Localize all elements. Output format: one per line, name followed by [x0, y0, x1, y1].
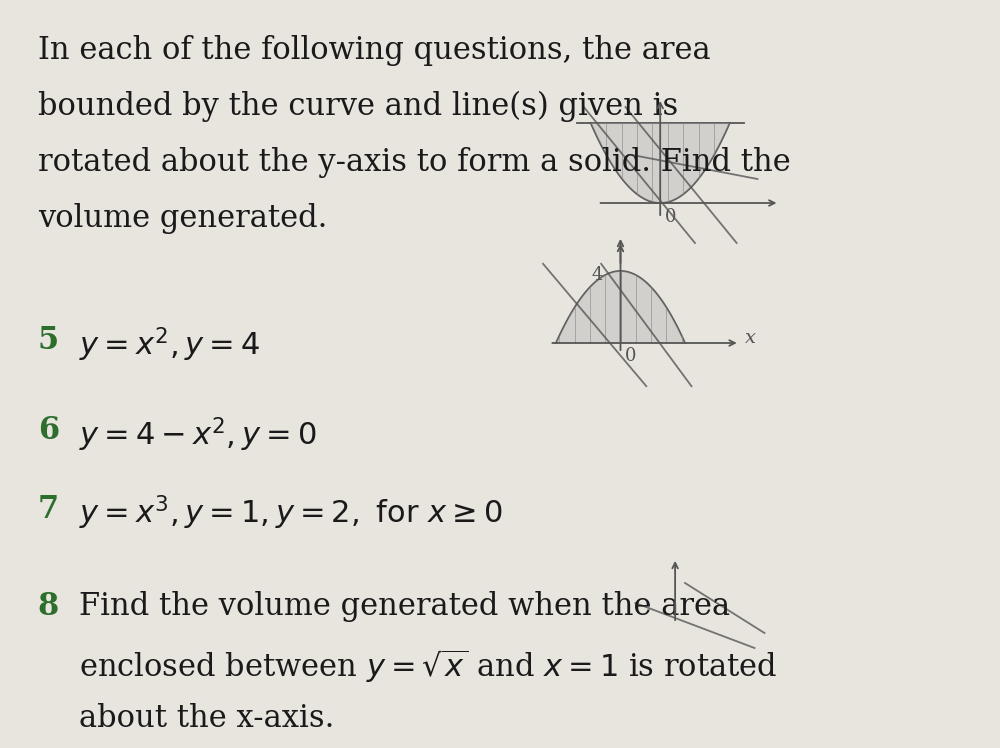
Text: rotated about the y-axis to form a solid. Find the: rotated about the y-axis to form a solid…	[38, 147, 790, 178]
Text: volume generated.: volume generated.	[38, 203, 327, 234]
Text: enclosed between $y = \sqrt{x}$ and $x = 1$ is rotated: enclosed between $y = \sqrt{x}$ and $x =…	[79, 647, 778, 684]
Text: 0: 0	[624, 347, 636, 365]
Text: bounded by the curve and line(s) given is: bounded by the curve and line(s) given i…	[38, 91, 678, 122]
Text: 5: 5	[38, 325, 59, 356]
Text: 8: 8	[38, 591, 59, 622]
Text: 4: 4	[591, 266, 603, 284]
Text: In each of the following questions, the area: In each of the following questions, the …	[38, 35, 710, 66]
Text: x: x	[745, 329, 756, 347]
Text: Find the volume generated when the area: Find the volume generated when the area	[79, 591, 731, 622]
Polygon shape	[556, 271, 685, 343]
Text: $y = 4 - x^2, y = 0$: $y = 4 - x^2, y = 0$	[79, 415, 317, 453]
Text: 7: 7	[38, 494, 59, 524]
Text: 0: 0	[665, 208, 677, 226]
Text: $y = x^2, y = 4$: $y = x^2, y = 4$	[79, 325, 260, 364]
Text: $y = x^3, y = 1, y = 2,\ \mathrm{for}\ x \geq 0$: $y = x^3, y = 1, y = 2,\ \mathrm{for}\ x…	[79, 494, 503, 532]
Text: about the x-axis.: about the x-axis.	[79, 703, 335, 734]
Polygon shape	[591, 123, 730, 203]
Text: 6: 6	[38, 415, 59, 446]
